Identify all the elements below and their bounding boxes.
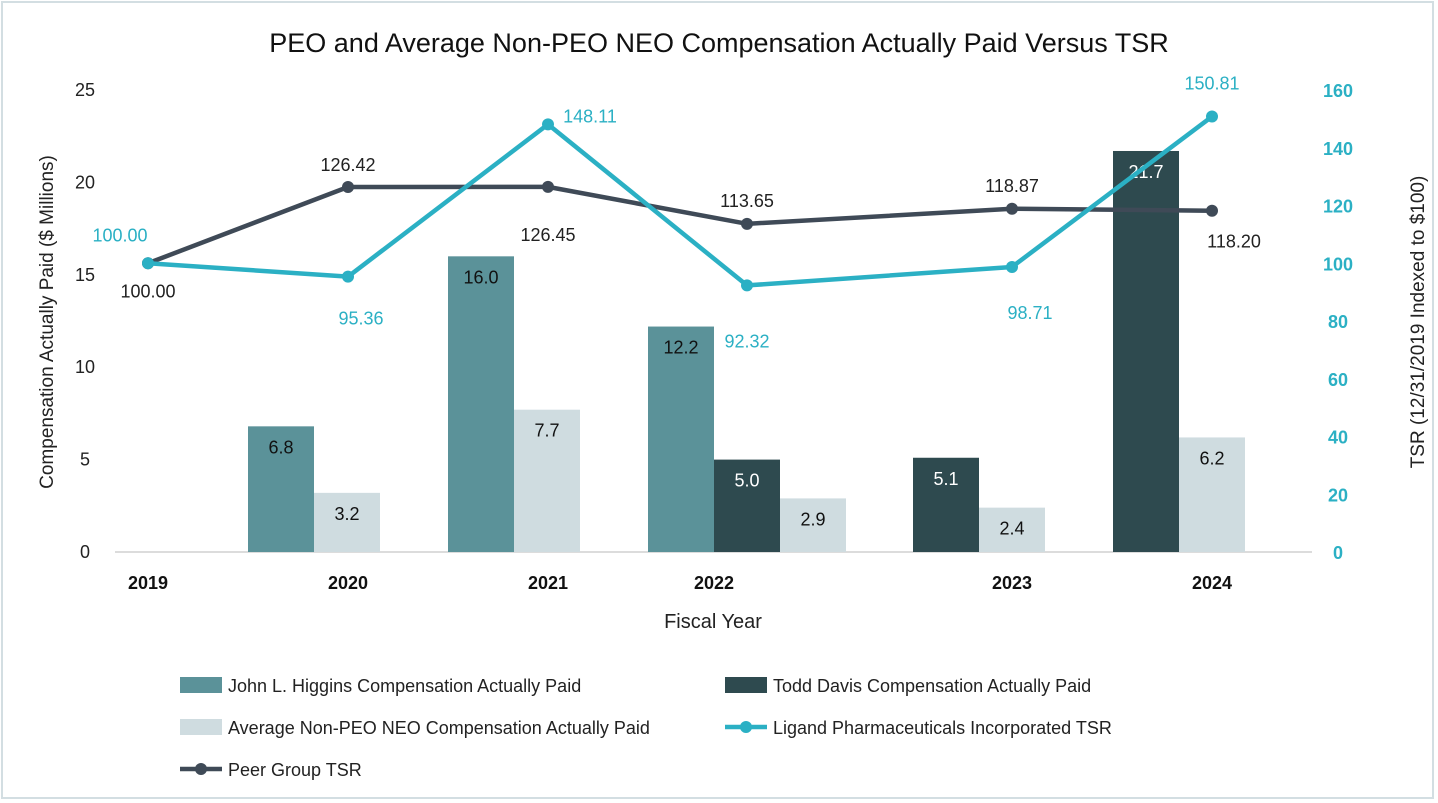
bar-data-label: 2.4 [999,519,1024,539]
bar [514,409,580,552]
y2-tick-label: 60 [1328,370,1348,390]
line-data-label: 126.45 [520,225,575,245]
y2-tick-label: 140 [1323,139,1353,159]
bar [648,326,714,552]
legend-swatch [180,677,222,693]
line-point [1206,204,1218,217]
y2-tick-label: 120 [1323,197,1353,217]
y-tick-label: 5 [80,450,90,470]
line-point [741,217,753,230]
y-tick-label: 10 [75,357,95,377]
bar [248,426,314,552]
y2-tick-label: 80 [1328,312,1348,332]
legend-label: John L. Higgins Compensation Actually Pa… [228,676,581,696]
bar-data-label: 21.7 [1128,162,1163,182]
y-axis-title: Compensation Actually Paid ($ Millions) [37,155,58,489]
bar [314,492,380,552]
line-data-label: 148.11 [563,106,617,126]
bar-data-label: 6.2 [1199,448,1224,468]
bar-data-label: 12.2 [663,338,698,358]
line-series [147,184,1213,266]
line-point [1006,202,1018,215]
line-point [542,118,554,131]
line-data-label: 113.65 [720,191,774,211]
legend-swatch [180,719,222,735]
line-data-label: 118.20 [1207,232,1261,252]
x-tick-label: 2022 [694,573,734,593]
bar [913,457,979,552]
line-point [741,279,753,292]
bar-data-label: 16.0 [463,267,498,287]
bar-data-label: 3.2 [334,504,359,524]
bar [780,498,846,552]
y2-tick-label: 20 [1328,485,1348,505]
line-data-label: 100.00 [120,281,175,301]
x-tick-label: 2020 [328,573,368,593]
y2-tick-label: 100 [1323,254,1353,274]
bar [448,256,514,552]
line-point [342,270,354,283]
line-point [1206,110,1218,123]
legend-marker [195,763,207,775]
line-point [1006,260,1018,273]
legend-label: Average Non-PEO NEO Compensation Actuall… [228,718,650,738]
bar-data-label: 5.1 [933,469,958,489]
legend-label: Todd Davis Compensation Actually Paid [773,676,1091,696]
x-axis-title: Fiscal Year [664,611,762,633]
y2-axis-title: TSR (12/31/2019 Indexed to $100) [1408,176,1429,469]
x-tick-label: 2023 [992,573,1032,593]
y-tick-label: 20 [75,172,95,192]
legend-marker [740,721,752,733]
bar [1113,150,1179,552]
bar [714,459,780,552]
legend-label: Ligand Pharmaceuticals Incorporated TSR [773,718,1112,738]
line-data-label: 98.71 [1007,303,1052,323]
y2-tick-label: 40 [1328,428,1348,448]
legend-label: Peer Group TSR [228,760,362,780]
line-data-label: 118.87 [985,176,1039,196]
line-series [147,114,1214,288]
line-data-label: 126.42 [320,155,375,175]
line-point [342,180,354,193]
line-point [542,180,554,193]
x-tick-label: 2024 [1192,573,1232,593]
bar-data-label: 7.7 [534,421,559,441]
line-data-label: 92.32 [724,331,769,351]
y-tick-label: 15 [75,265,95,285]
x-tick-label: 2021 [528,573,568,593]
y-tick-label: 0 [80,542,90,562]
y2-tick-label: 160 [1323,81,1353,101]
y2-tick-label: 0 [1333,543,1343,563]
bar-data-label: 6.8 [268,437,293,457]
line-point [142,257,154,270]
x-tick-label: 2019 [128,573,168,593]
bar [979,507,1045,552]
line-data-label: 100.00 [92,225,147,245]
bar [1179,437,1245,552]
line-data-label: 150.81 [1184,74,1239,94]
line-data-label: 95.36 [338,309,383,329]
chart-title: PEO and Average Non-PEO NEO Compensation… [269,28,1168,58]
legend-swatch [725,677,767,693]
bar-data-label: 2.9 [800,509,825,529]
y-tick-label: 25 [75,80,95,100]
bar-data-label: 5.0 [734,471,759,491]
